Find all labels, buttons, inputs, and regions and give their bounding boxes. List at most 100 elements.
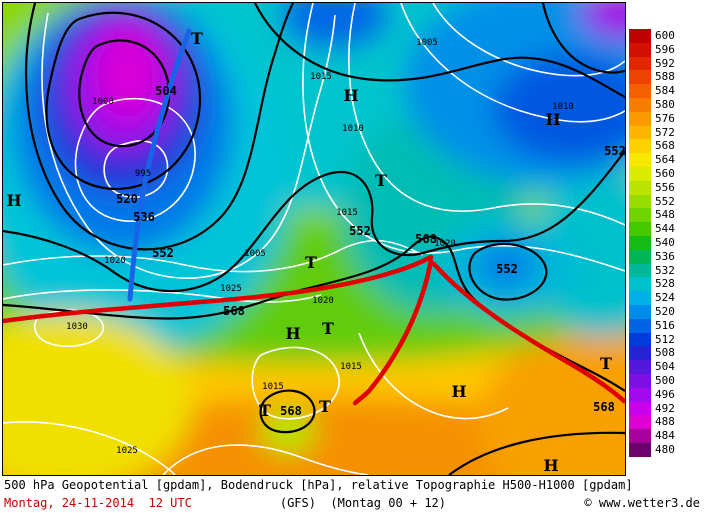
geopotential-label: 568 — [280, 404, 302, 418]
geopotential-contour — [78, 39, 171, 148]
scale-row: 596 — [629, 42, 675, 57]
scale-row: 524 — [629, 291, 675, 305]
scale-value-label: 544 — [655, 222, 675, 236]
chart-title: 500 hPa Geopotential [gpdam], Bodendruck… — [4, 478, 633, 492]
scale-value-label: 484 — [655, 429, 675, 443]
scale-color-swatch — [629, 29, 651, 43]
weather-map: 995 1000 1005 1005 1010 1010 1015 1015 1015 1015 1… — [3, 3, 625, 475]
scale-color-swatch — [629, 291, 651, 305]
pressure-label: 1015 — [262, 382, 284, 392]
pressure-label: 1020 — [312, 296, 334, 306]
scale-value-label: 556 — [655, 180, 675, 194]
pressure-label: 1010 — [552, 102, 574, 112]
scale-row: 540 — [629, 235, 675, 250]
scale-row: 492 — [629, 401, 675, 416]
pressure-label: 1015 — [336, 208, 358, 218]
front-group — [3, 254, 625, 406]
pressure-center: H — [6, 191, 21, 210]
scale-color-swatch — [629, 180, 651, 195]
isobar-line — [251, 346, 340, 420]
geopotential-contour — [259, 389, 316, 434]
scale-value-label: 576 — [655, 111, 675, 125]
scale-value-label: 512 — [655, 332, 675, 346]
scale-value-label: 504 — [655, 360, 675, 374]
scale-row: 560 — [629, 166, 675, 181]
scale-row: 600 — [629, 29, 675, 43]
scale-color-swatch — [629, 97, 651, 112]
scale-color-swatch — [629, 153, 651, 167]
pressure-center: T — [600, 354, 612, 373]
scale-row: 528 — [629, 277, 675, 292]
scale-color-swatch — [629, 249, 651, 264]
scale-color-swatch — [629, 70, 651, 85]
pressure-center: H — [285, 324, 300, 343]
pressure-center: H — [543, 456, 558, 475]
front-line — [431, 261, 625, 404]
scale-color-swatch — [629, 360, 651, 374]
geopotential-label: 552 — [349, 224, 371, 238]
geopotential-contour — [25, 3, 294, 251]
scale-value-label: 536 — [655, 249, 675, 263]
scale-row: 580 — [629, 97, 675, 112]
pressure-label: 1020 — [434, 239, 456, 249]
isobar-line — [41, 12, 336, 279]
isobar-line — [74, 97, 196, 222]
scale-color-swatch — [629, 84, 651, 98]
scale-row: 512 — [629, 332, 675, 347]
pressure-label: 1030 — [66, 322, 88, 332]
scale-row: 556 — [629, 180, 675, 195]
scale-color-swatch — [629, 125, 651, 140]
scale-value-label: 596 — [655, 42, 675, 56]
scale-color-swatch — [629, 222, 651, 236]
scale-row: 576 — [629, 111, 675, 126]
pressure-label: 995 — [135, 169, 151, 179]
pressure-center: H — [451, 382, 466, 401]
footer-meta: Montag, 24-11-2014 12 UTC (GFS) (Montag … — [4, 496, 700, 510]
scale-color-swatch — [629, 42, 651, 57]
pressure-label: 1025 — [220, 284, 242, 294]
pressure-center: H — [545, 110, 560, 129]
scale-row: 564 — [629, 153, 675, 167]
front-line — [352, 258, 434, 406]
scale-color-swatch — [629, 346, 651, 361]
scale-color-swatch — [629, 208, 651, 223]
pressure-label: 1015 — [310, 72, 332, 82]
scale-value-label: 500 — [655, 373, 675, 387]
pressure-label: 1015 — [340, 362, 362, 372]
pressure-labels: 995 1000 1005 1005 1010 1010 1015 1015 1015 1015 1… — [66, 38, 574, 456]
pressure-label: 1005 — [244, 249, 266, 259]
pressure-label: 1010 — [342, 124, 364, 134]
geopotential-label: 552 — [496, 262, 518, 276]
scale-row: 572 — [629, 125, 675, 140]
trough-line — [127, 28, 192, 302]
isobar-line — [3, 421, 176, 475]
isobar-line — [3, 289, 322, 303]
scale-row: 496 — [629, 387, 675, 402]
scale-color-swatch — [629, 56, 651, 71]
scale-value-label: 568 — [655, 139, 675, 153]
scale-row: 584 — [629, 84, 675, 98]
scale-color-swatch — [629, 139, 651, 154]
scale-color-swatch — [629, 318, 651, 333]
scale-color-swatch — [629, 194, 651, 209]
pressure-center: T — [319, 397, 331, 416]
scale-row: 504 — [629, 360, 675, 374]
geopotential-labels: 504 520 536 552 552 552 552 568 568 568 568 — [116, 84, 625, 418]
pressure-label: 1020 — [104, 256, 126, 266]
scale-color-swatch — [629, 277, 651, 292]
scale-value-label: 540 — [655, 235, 675, 249]
scale-color-swatch — [629, 401, 651, 416]
isobar-line — [302, 3, 625, 272]
geopotential-label: 504 — [155, 84, 177, 98]
pressure-label: 1005 — [416, 38, 438, 48]
scale-row: 544 — [629, 222, 675, 236]
scale-color-swatch — [629, 166, 651, 181]
front-line — [3, 254, 434, 324]
scale-row: 552 — [629, 194, 675, 209]
scale-color-swatch — [629, 442, 651, 457]
isobar-line — [432, 3, 625, 77]
scale-color-swatch — [629, 332, 651, 347]
isobar-line — [358, 332, 509, 420]
scale-value-label: 588 — [655, 70, 675, 84]
